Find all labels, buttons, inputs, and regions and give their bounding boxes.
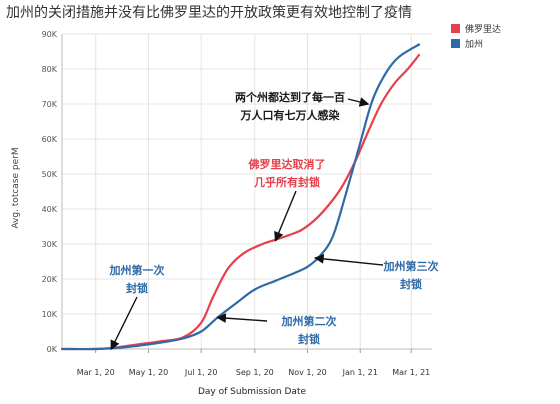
legend-label: 佛罗里达: [465, 23, 501, 35]
y-tick-label: 10K: [42, 310, 58, 319]
annotation-text: 加州第一次: [109, 263, 165, 277]
y-tick-label: 50K: [42, 170, 58, 179]
chart-title: 加州的关闭措施并没有比佛罗里达的开放政策更有效地控制了疫情: [6, 4, 412, 21]
annotation-text: 封锁: [400, 277, 422, 291]
annotation-text: 两个州都达到了每一百: [235, 90, 345, 104]
series-line-1: [60, 43, 421, 351]
y-tick-label: 70K: [42, 100, 58, 109]
x-tick-label: Jan 1, 21: [342, 368, 378, 377]
annotation-text: 封锁: [126, 281, 148, 295]
annotation-text: 几乎所有封锁: [254, 175, 320, 189]
x-tick-label: Sep 1, 20: [236, 368, 274, 377]
y-axis-title: Avg. totcase perM: [11, 147, 21, 228]
annotation-arrow: [313, 253, 384, 266]
x-axis-title: Day of Submission Date: [198, 387, 306, 397]
y-tick-label: 0K: [47, 345, 58, 354]
annotation-text: 封锁: [298, 332, 320, 346]
legend-label: 加州: [465, 39, 483, 50]
annotation-text: 加州第二次: [281, 314, 337, 328]
x-tick-label: Mar 1, 21: [392, 368, 430, 377]
x-tick-label: Nov 1, 20: [288, 368, 327, 377]
legend-swatch: [451, 39, 460, 48]
x-tick-label: May 1, 20: [129, 368, 168, 377]
y-tick-label: 30K: [42, 240, 58, 249]
annotation-arrow: [347, 97, 370, 107]
y-tick-label: 60K: [42, 135, 58, 144]
annotation-arrow: [274, 190, 297, 242]
y-tick-label: 40K: [42, 205, 58, 214]
annotation-text: 万人口有七万人感染: [240, 108, 341, 122]
x-tick-label: Mar 1, 20: [77, 368, 115, 377]
annotation-text: 加州第三次: [383, 259, 439, 273]
annotation-text: 佛罗里达取消了: [248, 157, 326, 171]
annotation-arrow: [110, 296, 138, 351]
y-tick-label: 20K: [42, 275, 58, 284]
x-tick-label: Jul 1, 20: [184, 368, 218, 377]
annotation-arrow: [216, 313, 268, 323]
y-tick-label: 80K: [42, 65, 58, 74]
y-tick-label: 90K: [42, 30, 58, 39]
legend-swatch: [451, 24, 460, 33]
